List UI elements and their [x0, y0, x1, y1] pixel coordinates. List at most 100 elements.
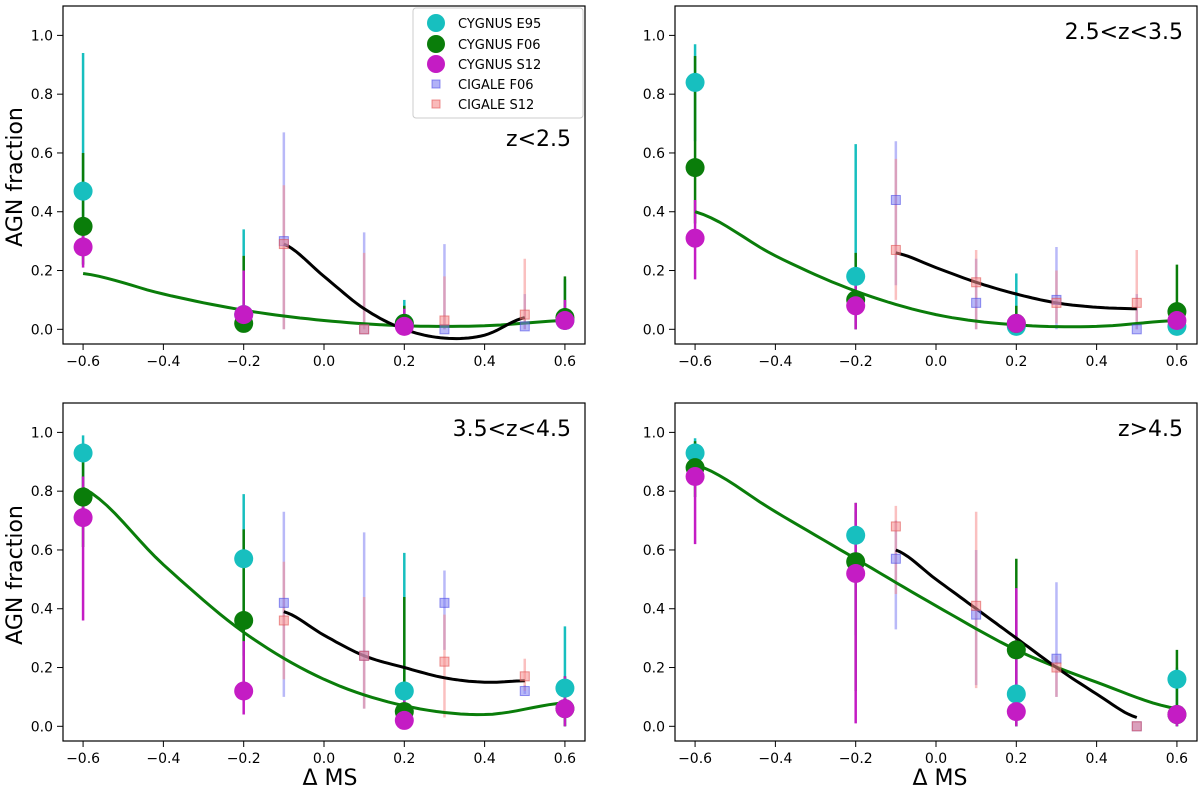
- x-tick-label: 0.6: [554, 354, 576, 370]
- marker-cygnus-s12: [394, 316, 414, 336]
- marker-cygnus-s12: [685, 466, 705, 486]
- marker-cygnus-f06: [73, 216, 93, 236]
- marker-cygnus-s12: [1006, 313, 1026, 333]
- marker-cygnus-e95: [846, 525, 866, 545]
- x-tick-label: 0.2: [393, 354, 415, 370]
- marker-cigale-f06: [439, 324, 450, 335]
- marker-cygnus-s12: [73, 508, 93, 528]
- marker-cygnus-e95: [234, 549, 254, 569]
- x-tick-label: −0.4: [758, 751, 792, 767]
- marker-cigale-s12: [890, 521, 901, 532]
- fit-curve-green: [694, 463, 1178, 711]
- x-tick-label: −0.6: [66, 354, 100, 370]
- plot-frame: [674, 402, 1198, 742]
- x-tick-label: −0.2: [227, 751, 261, 767]
- marker-cygnus-s12: [846, 296, 866, 316]
- marker-cigale-f06: [439, 597, 450, 608]
- legend-marker-cigale-f06: [431, 79, 441, 89]
- marker-cygnus-e95: [846, 266, 866, 286]
- marker-cigale-s12: [359, 650, 370, 661]
- y-tick-label: 0.0: [643, 719, 665, 735]
- marker-cigale-f06: [519, 686, 530, 697]
- legend-marker-cygnus-f06: [427, 35, 445, 53]
- x-tick-label: 0.0: [313, 751, 335, 767]
- marker-cygnus-s12: [846, 563, 866, 583]
- marker-cigale-f06: [971, 297, 982, 308]
- marker-cigale-s12: [1051, 297, 1062, 308]
- panel-4: −0.6 −0.4 −0.2 0.0 0.2 0.4 0.6 0.0 0.2 0.4 0.6 0.8 1…: [643, 402, 1198, 767]
- x-tick-label: 0.4: [1085, 354, 1107, 370]
- x-tick-label: 0.0: [313, 354, 335, 370]
- y-tick-label: 0.4: [643, 205, 665, 221]
- marker-cygnus-s12: [234, 305, 254, 325]
- x-tick-label: −0.2: [227, 354, 261, 370]
- fit-curve-black: [283, 610, 525, 684]
- x-tick-label: −0.4: [758, 354, 792, 370]
- y-tick-label: 0.0: [643, 322, 665, 338]
- marker-cigale-s12: [519, 309, 530, 320]
- y-tick-label: 0.0: [31, 719, 53, 735]
- y-tick-label: 0.6: [31, 543, 53, 559]
- x-tick-label: −0.6: [66, 751, 100, 767]
- x-tick-label: 0.4: [473, 751, 495, 767]
- marker-cygnus-e95: [555, 678, 575, 698]
- y-tick-label: 0.8: [31, 87, 53, 103]
- plot-frame: [62, 402, 586, 742]
- marker-cigale-s12: [1131, 721, 1142, 732]
- y-tick-label: 0.4: [643, 602, 665, 618]
- marker-cygnus-e95: [685, 443, 705, 463]
- marker-cigale-f06: [1051, 653, 1062, 664]
- x-tick-label: 0.0: [925, 354, 947, 370]
- y-tick-label: 1.0: [31, 28, 53, 44]
- ylabel-bottom: AGN fraction: [3, 505, 28, 645]
- marker-cygnus-s12: [1006, 702, 1026, 722]
- marker-cygnus-f06: [234, 610, 254, 630]
- x-tick-label: 0.2: [1005, 354, 1027, 370]
- marker-cygnus-f06: [73, 487, 93, 507]
- marker-cygnus-s12: [555, 310, 575, 330]
- marker-cygnus-s12: [1167, 310, 1187, 330]
- ylabel-top: AGN fraction: [3, 107, 28, 247]
- y-tick-label: 0.6: [31, 146, 53, 162]
- y-tick-label: 0.2: [643, 264, 665, 280]
- marker-cygnus-f06: [685, 158, 705, 178]
- marker-cigale-f06: [1131, 324, 1142, 335]
- marker-cygnus-e95: [73, 181, 93, 201]
- fit-curve-green: [694, 210, 1177, 329]
- marker-cigale-s12: [890, 244, 901, 255]
- marker-cygnus-e95: [685, 72, 705, 92]
- panel-1: −0.6 −0.4 −0.2 0.0 0.2 0.4 0.6 0.0 0.2 0.4 0.6 0.8 1…: [31, 5, 586, 370]
- marker-cygnus-s12: [555, 699, 575, 719]
- y-tick-label: 0.2: [31, 264, 53, 280]
- redshift-annotation: 2.5<z<3.5: [1065, 20, 1183, 45]
- y-tick-label: 0.4: [31, 205, 53, 221]
- marker-cigale-f06: [890, 553, 901, 564]
- x-tick-label: 0.0: [925, 751, 947, 767]
- legend-label-cygnus-f06: CYGNUS F06: [458, 38, 541, 53]
- legend-label-cygnus-s12: CYGNUS S12: [458, 58, 541, 73]
- marker-cigale-s12: [971, 600, 982, 611]
- marker-cigale-s12: [359, 324, 370, 335]
- legend-marker-cygnus-s12: [427, 55, 445, 73]
- plot-frame: [62, 5, 586, 345]
- y-tick-label: 0.8: [643, 87, 665, 103]
- x-tick-label: 0.6: [1166, 354, 1188, 370]
- marker-cygnus-e95: [73, 443, 93, 463]
- marker-cigale-s12: [519, 671, 530, 682]
- legend-frame: [412, 7, 584, 119]
- marker-cigale-f06: [971, 609, 982, 620]
- x-tick-label: −0.2: [839, 751, 873, 767]
- plot-frame: [674, 5, 1198, 345]
- x-tick-label: 0.2: [1005, 751, 1027, 767]
- marker-cigale-s12: [1051, 662, 1062, 673]
- fit-curve-black: [895, 251, 1137, 311]
- redshift-annotation: z>4.5: [1118, 417, 1183, 442]
- y-tick-label: 0.4: [31, 602, 53, 618]
- panel-3: −0.6 −0.4 −0.2 0.0 0.2 0.4 0.6 0.0 0.2 0.4 0.6 0.8 1…: [31, 402, 586, 767]
- xlabel-right: Δ MS: [913, 766, 968, 791]
- fit-curve-green: [82, 272, 565, 328]
- y-tick-label: 0.6: [643, 146, 665, 162]
- x-tick-label: −0.4: [146, 751, 180, 767]
- x-tick-label: 0.2: [393, 751, 415, 767]
- legend-marker-cygnus-e95: [427, 14, 445, 32]
